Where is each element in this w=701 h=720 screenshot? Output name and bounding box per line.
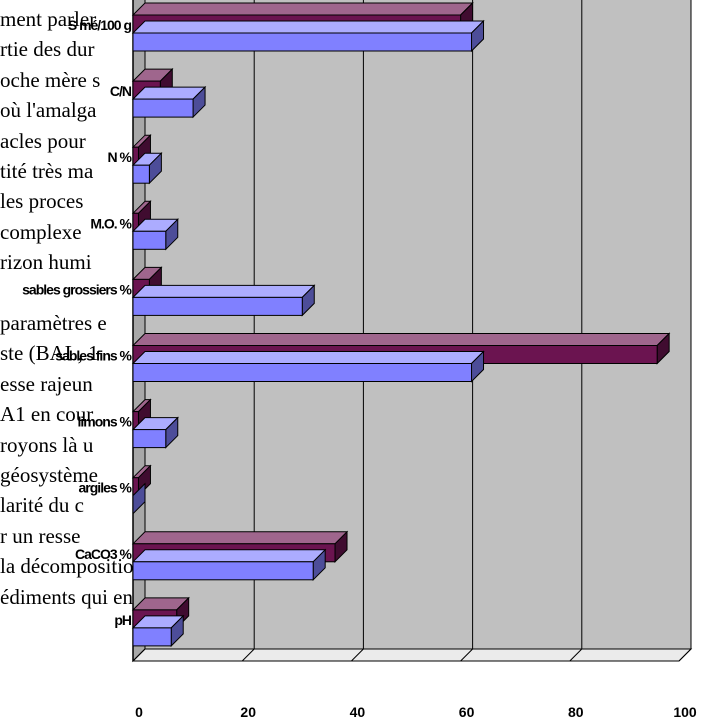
bar-side-face — [132, 482, 146, 515]
gridline-floor — [241, 648, 255, 662]
x-tick-label: 80 — [568, 704, 584, 720]
background-text-line: r un resse — [0, 523, 81, 548]
category-label: sables fins % — [55, 348, 132, 364]
bar-top-face — [131, 2, 474, 16]
background-text-line: A1 en cour — [0, 402, 94, 427]
background-text-line: complexe — [0, 219, 82, 244]
x-tick-label: 40 — [350, 704, 366, 720]
bar — [131, 614, 185, 648]
bar-front-face — [132, 363, 473, 382]
category-label: limons % — [78, 414, 133, 430]
category-label: S mé/100 g — [68, 17, 132, 33]
bar-front-face — [132, 98, 194, 118]
bar-top-face — [131, 333, 671, 346]
category-label: CaCO3 % — [75, 546, 133, 562]
category-label: pH — [114, 612, 132, 628]
bar — [131, 85, 207, 119]
background-text-line: tité très ma — [0, 159, 94, 183]
x-tick-labels: 0 20 40 60 80 100 — [135, 704, 697, 720]
bar — [131, 350, 485, 383]
background-text-line: oche mère s — [0, 67, 101, 92]
background-text-line: esse rajeun — [0, 371, 93, 396]
category-label: C/N — [110, 83, 132, 99]
bar-top-face — [131, 20, 485, 34]
bars — [131, 1, 671, 648]
background-text-line: où l'amalga — [0, 98, 97, 123]
background-text-line: ment parler — [0, 7, 97, 31]
bar-top-face — [131, 284, 316, 298]
x-tick-label: 60 — [459, 704, 475, 720]
bar-front-face — [132, 627, 172, 647]
gridline-floor — [678, 648, 692, 662]
background-text-line: paramètres e — [0, 311, 107, 335]
bar-top-face — [131, 531, 349, 545]
bar-front-face — [132, 32, 473, 52]
bar — [131, 284, 316, 317]
bar — [131, 548, 327, 582]
x-tick-label: 0 — [135, 704, 143, 720]
background-text-line: royons là u — [0, 432, 94, 457]
category-labels: S mé/100 g C/N N % M.O. % sables grossiers %… — [22, 17, 133, 628]
bar — [131, 416, 179, 449]
background-text-line: rtie des dur — [0, 37, 95, 62]
bar — [131, 19, 485, 53]
gridline-floor — [569, 648, 583, 662]
background-text-line: acles pour — [0, 128, 86, 153]
gridline-floor — [132, 648, 146, 662]
category-label: argiles % — [79, 480, 133, 496]
bar — [131, 151, 163, 185]
bar-top-face — [131, 549, 327, 563]
gridline-floor — [351, 648, 364, 662]
background-text-line: les proces — [0, 189, 84, 214]
bar — [131, 218, 179, 251]
category-label: sables grossiers % — [22, 281, 132, 297]
background-text-line: rizon humi — [0, 250, 92, 275]
category-label: N % — [108, 149, 133, 165]
bar — [132, 482, 146, 515]
bar-front-face — [132, 164, 150, 184]
x-tick-label: 20 — [240, 704, 256, 720]
gridline-floor — [460, 648, 473, 662]
plot-floor — [131, 648, 693, 662]
bar-front-face — [132, 429, 167, 449]
bar-front-face — [132, 561, 314, 581]
category-label: M.O. % — [90, 215, 132, 231]
background-text-line: géosystème — [0, 463, 98, 487]
bar-front-face — [132, 230, 167, 250]
bar-top-face — [131, 351, 485, 364]
background-text-line: ste (BAL, 1 — [0, 341, 99, 366]
background-text-line: larité du c — [0, 493, 84, 518]
x-tick-label: 100 — [673, 704, 697, 720]
bar-front-face — [132, 296, 303, 316]
